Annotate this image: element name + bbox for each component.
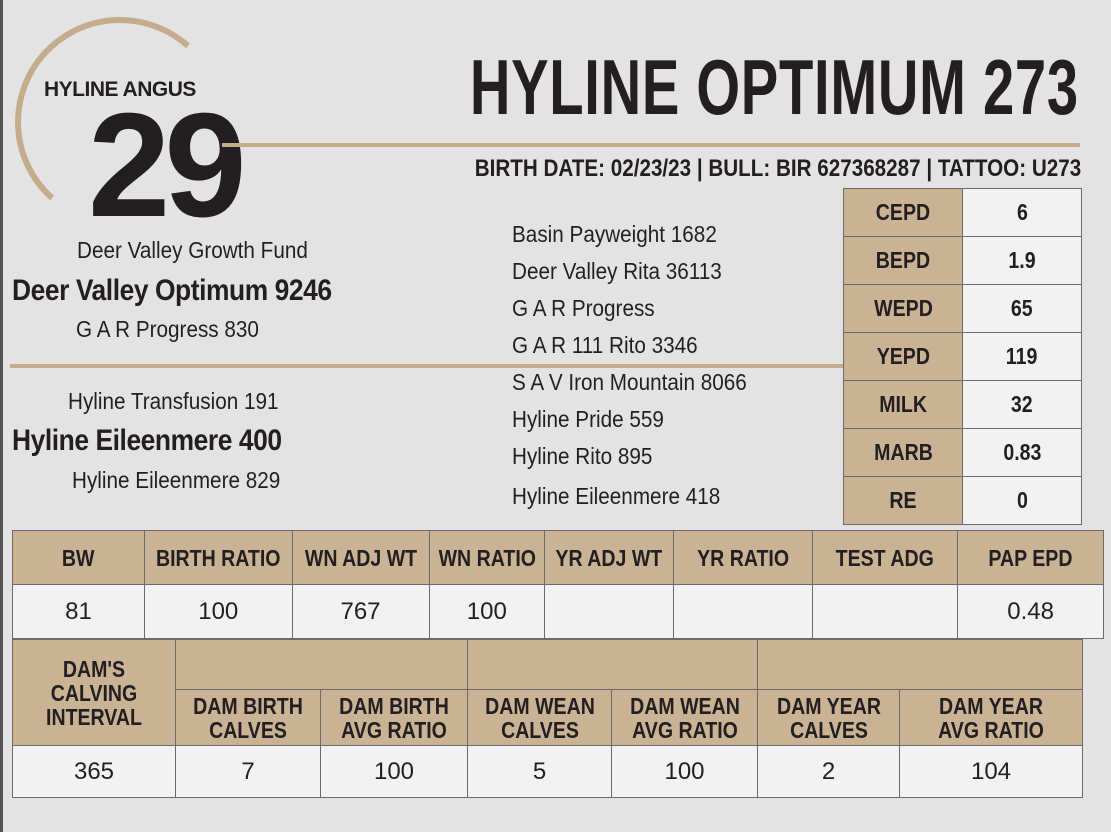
dam-record-table: DAM'S CALVING INTERVAL DAM BIRTH CALVES …: [12, 639, 1083, 798]
epd-row: WEPD 65: [843, 284, 1082, 333]
dam-header-row: DAM BIRTH CALVES DAM BIRTH AVG RATIO DAM…: [13, 689, 1083, 746]
great-grandparent: Hyline Eileenmere 418: [512, 483, 721, 509]
dam-header: DAM WEAN CALVES: [484, 692, 595, 743]
epd-label: RE: [889, 487, 917, 513]
epd-label: MILK: [879, 391, 927, 417]
epd-value: 6: [1016, 199, 1028, 225]
header-rule: [222, 143, 1080, 147]
epd-table: CEPD 6 BEPD 1.9 WEPD 65 YEPD 119 MILK 32 MARB…: [843, 188, 1082, 525]
dam-header-row-top: DAM'S CALVING INTERVAL: [12, 639, 1083, 746]
great-grandparent: Basin Payweight 1682: [512, 221, 717, 247]
sire-dam: G A R Progress 830: [76, 316, 259, 342]
perf-header: YR RATIO: [697, 544, 790, 571]
epd-value: 119: [1006, 343, 1038, 369]
perf-header: YR ADJ WT: [555, 544, 663, 571]
epd-label: WEPD: [873, 295, 933, 321]
great-grandparent: Hyline Pride 559: [512, 406, 664, 432]
performance-value-row: 81 100 767 100 0.48: [12, 584, 1105, 639]
perf-value: 0.48: [1007, 597, 1054, 625]
perf-header: BIRTH RATIO: [155, 544, 281, 571]
perf-value: 100: [198, 597, 239, 625]
birth-info-line: BIRTH DATE: 02/23/23 | BULL: BIR 6273682…: [474, 155, 1081, 182]
dam-header: DAM YEAR AVG RATIO: [938, 692, 1044, 743]
epd-label: CEPD: [875, 199, 931, 225]
dam-dam: Hyline Eileenmere 829: [72, 467, 281, 493]
epd-row: MARB 0.83: [843, 428, 1082, 477]
perf-value: 100: [466, 597, 507, 625]
epd-row: MILK 32: [843, 380, 1082, 429]
sire: Deer Valley Optimum 9246: [12, 274, 332, 307]
lot-brand: HYLINE ANGUS: [44, 78, 196, 101]
dam-value: 5: [532, 757, 547, 785]
dam-value: 365: [73, 757, 115, 785]
dam-header: DAM BIRTH AVG RATIO: [339, 692, 449, 743]
perf-header: WN ADJ WT: [304, 544, 417, 571]
dam-header: DAM BIRTH CALVES: [193, 692, 303, 743]
lot-arc-graphic: [15, 17, 190, 201]
epd-value: 0: [1016, 487, 1028, 513]
dam-value-row: 365 7 100 5 100 2 104: [12, 745, 1083, 798]
performance-table: BW BIRTH RATIO WN ADJ WT WN RATIO YR ADJ…: [12, 530, 1105, 639]
great-grandparent: G A R Progress: [512, 295, 655, 321]
great-grandparent: G A R 111 Rito 3346: [512, 332, 698, 358]
epd-row: BEPD 1.9: [843, 236, 1082, 285]
epd-label: BEPD: [875, 247, 931, 273]
lot-number: 29: [88, 83, 247, 248]
epd-value: 1.9: [1008, 247, 1036, 273]
dam-value: 7: [241, 757, 255, 785]
perf-header: TEST ADG: [836, 544, 935, 571]
pedigree-divider: [10, 364, 844, 368]
dam-header: DAM YEAR CALVES: [776, 692, 881, 743]
page-edge: [0, 0, 3, 832]
great-grandparent: Hyline Rito 895: [512, 443, 653, 469]
dam-value: 104: [970, 757, 1012, 785]
perf-value: 81: [65, 597, 92, 625]
epd-value: 65: [1011, 295, 1033, 321]
great-grandparent: Deer Valley Rita 36113: [512, 258, 722, 284]
epd-value: 32: [1011, 391, 1033, 417]
epd-row: CEPD 6: [843, 188, 1082, 237]
dam: Hyline Eileenmere 400: [12, 424, 282, 457]
sire-sire: Deer Valley Growth Fund: [77, 237, 308, 263]
epd-row: YEPD 119: [843, 332, 1082, 381]
dam-header: DAM WEAN AVG RATIO: [629, 692, 740, 743]
dam-value: 100: [664, 757, 705, 785]
epd-value: 0.83: [1002, 439, 1042, 465]
epd-label: YEPD: [876, 343, 930, 369]
epd-label: MARB: [873, 439, 933, 465]
perf-header: BW: [62, 544, 95, 571]
perf-header: PAP EPD: [988, 544, 1073, 571]
dam-value: 2: [821, 757, 836, 785]
animal-name: HYLINE OPTIMUM 273: [470, 43, 1079, 131]
dam-calving-interval-header: DAM'S CALVING INTERVAL: [46, 655, 142, 730]
perf-value: 767: [340, 597, 381, 625]
great-grandparent: S A V Iron Mountain 8066: [512, 369, 747, 395]
dam-value: 100: [373, 757, 415, 785]
perf-header: WN RATIO: [438, 544, 536, 571]
dam-sire: Hyline Transfusion 191: [68, 388, 279, 414]
epd-row: RE 0: [843, 476, 1082, 525]
performance-header-row: BW BIRTH RATIO WN ADJ WT WN RATIO YR ADJ…: [12, 530, 1105, 585]
